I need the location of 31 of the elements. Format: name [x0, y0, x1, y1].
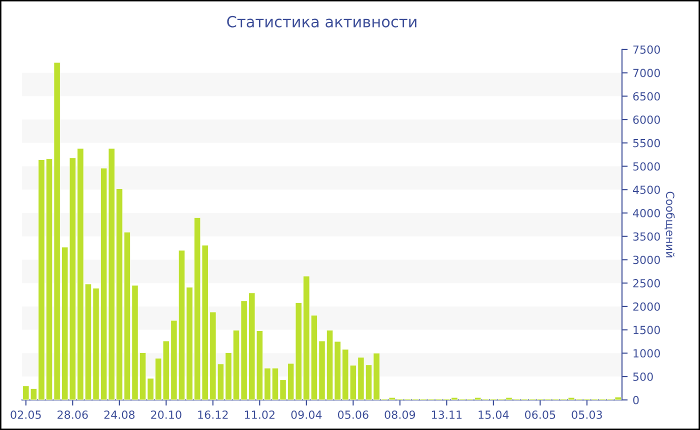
x-tick-label: 02.05: [10, 410, 41, 419]
y-tick-label: 6000: [633, 116, 660, 124]
x-tick-label: 05.06: [338, 410, 368, 419]
x-tick-label: 13.11: [432, 410, 462, 419]
y-tick-label: 3000: [633, 256, 660, 264]
x-tick-label: 15.04: [478, 410, 509, 419]
y-tick-label: 2000: [633, 302, 660, 311]
y-tick-label: 1500: [634, 326, 660, 334]
y-tick-label: 2500: [633, 279, 660, 288]
y-tick-label: 7000: [633, 68, 660, 78]
y-tick-label: 4000: [632, 208, 660, 218]
y-tick-label: 5000: [633, 162, 660, 171]
y-tick-label: 5500: [633, 138, 660, 148]
chart-title: Статистика активности: [227, 16, 416, 28]
y-tick-label: 3500: [633, 232, 660, 241]
x-tick-label: 28.06: [58, 410, 88, 419]
x-tick-label: 11.02: [244, 410, 274, 419]
x-tick-label: 09.04: [291, 410, 322, 419]
x-tick-label: 08.09: [384, 410, 416, 419]
x-tick-label: 16.12: [198, 410, 228, 419]
y-tick-label: 6500: [633, 92, 660, 101]
y-axis-title: Сообщений: [664, 192, 675, 258]
x-tick-label: 24.08: [104, 410, 135, 419]
y-tick-label: 7500: [633, 45, 660, 54]
y-tick-label: 0: [633, 396, 639, 404]
y-tick-label: 1000: [634, 349, 660, 358]
x-tick-label: 05.03: [572, 410, 602, 419]
y-tick-label: 4500: [632, 186, 660, 194]
x-tick-label: 06.05: [525, 410, 556, 419]
x-tick-label: 20.10: [151, 410, 182, 419]
y-tick-label: 500: [633, 372, 653, 381]
